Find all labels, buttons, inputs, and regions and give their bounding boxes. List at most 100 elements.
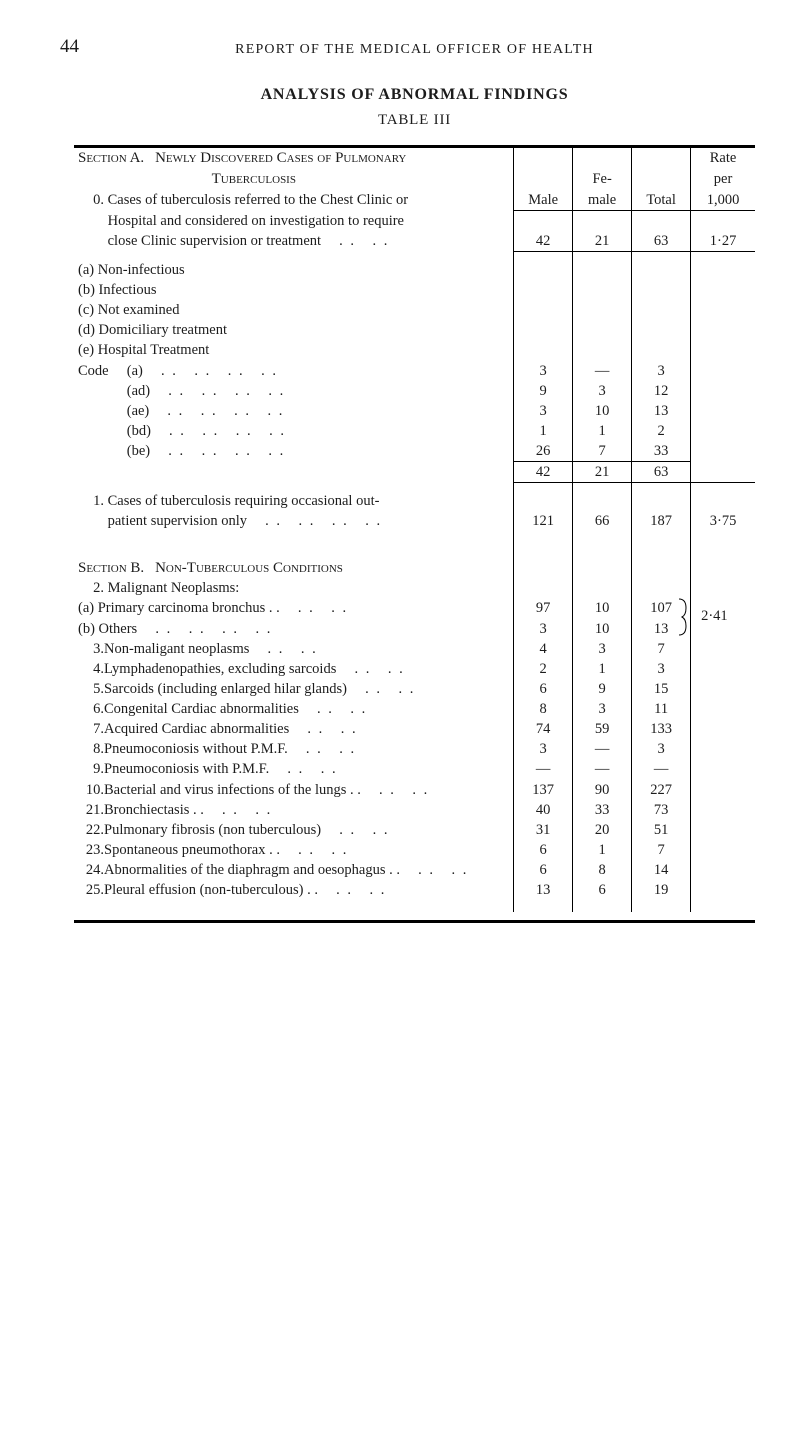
brace-rate: 2·41: [701, 607, 728, 625]
row-female: 20: [573, 820, 632, 840]
table-row: 9.Pneumoconiosis with P.M.F. . . . .———: [74, 759, 755, 779]
row-rate: [691, 639, 755, 659]
leader-dots: . . . .: [298, 842, 348, 858]
row-desc: 4.Lymphadenopathies, excluding sarcoids …: [74, 659, 514, 679]
row-text: Spontaneous pneumothorax . . . . . .: [104, 841, 474, 859]
item2a-label: (a) Primary carcinoma bronchus . .: [78, 600, 280, 616]
row-rate: [691, 759, 755, 779]
row-rate: [691, 840, 755, 860]
row-total: 73: [632, 800, 691, 820]
code-row-a: Code (a) . . . . . . . .: [74, 361, 514, 381]
hdr-female-2: male: [573, 190, 632, 211]
title-block: ANALYSIS OF ABNORMAL FINDINGS TABLE III: [74, 86, 755, 129]
code-ad-male: 9: [514, 381, 573, 401]
row-total: 19: [632, 880, 691, 900]
table-caption: TABLE III: [74, 112, 755, 129]
table-row: 25.Pleural effusion (non-tuberculous) . …: [74, 880, 755, 900]
row-num: 4.: [78, 660, 104, 678]
row-num: 25.: [78, 881, 104, 899]
leader-dots: . . . .: [365, 681, 415, 697]
row-male: 13: [514, 880, 573, 900]
row-num: 9.: [78, 760, 104, 778]
code-bd-total: 2: [632, 421, 691, 441]
code-be-total: 33: [632, 441, 691, 462]
item0-text3: close Clinic supervision or treatment: [108, 233, 321, 249]
hdr-female-1: Fe-: [573, 169, 632, 190]
item2-text: Malignant Neoplasms:: [108, 579, 478, 597]
table-row: 22.Pulmonary fibrosis (non tuberculous) …: [74, 820, 755, 840]
table-row: 4.Lymphadenopathies, excluding sarcoids …: [74, 659, 755, 679]
row-text: Pneumoconiosis without P.M.F. . . . .: [104, 740, 474, 758]
code-bd-male: 1: [514, 421, 573, 441]
leader-dots: . . . . . . . .: [161, 363, 278, 379]
hdr-male: Male: [514, 190, 573, 211]
item0-text2: Hospital and considered on investigation…: [108, 212, 478, 230]
page: 44 REPORT OF THE MEDICAL OFFICER OF HEAL…: [0, 0, 801, 1441]
item2-head: 2. Malignant Neoplasms:: [74, 578, 514, 598]
code-ae-male: 3: [514, 401, 573, 421]
row-text: Abnormalities of the diaphragm and oesop…: [104, 861, 474, 879]
code-ae-female: 10: [573, 401, 632, 421]
item1-line2: patient supervision only . . . . . . . .: [74, 511, 514, 531]
leader-dots: . . . .: [306, 741, 356, 757]
sectionA-head-line2: Tuberculosis: [74, 169, 514, 190]
item1-text1: Cases of tuberculosis requiring occasion…: [108, 492, 478, 510]
sub-c: (c) Not examined: [74, 300, 514, 320]
code-ad-label: (ad): [127, 383, 150, 399]
table-row: 6.Congenital Cardiac abnormalities . . .…: [74, 699, 755, 719]
item0-num: 0.: [78, 191, 104, 209]
row-text: Bacterial and virus infections of the lu…: [104, 781, 474, 799]
code-a-total: 3: [632, 361, 691, 381]
subtotalA-total: 63: [632, 462, 691, 483]
row-desc: 22.Pulmonary fibrosis (non tuberculous) …: [74, 820, 514, 840]
leader-dots: . . . . . . . .: [168, 443, 285, 459]
code-ad-total: 12: [632, 381, 691, 401]
item2a-total: 107: [650, 600, 672, 616]
item1-male: 121: [514, 511, 573, 531]
row-rate: [691, 719, 755, 739]
row-male: 137: [514, 780, 573, 800]
code-row-bd: Code (bd) . . . . . . . .: [74, 421, 514, 441]
item2-num: 2.: [78, 579, 104, 597]
item1-line1: 1. Cases of tuberculosis requiring occas…: [74, 491, 514, 511]
row-male: 6: [514, 679, 573, 699]
leader-dots: . . . .: [298, 600, 348, 616]
row-total: 3: [632, 659, 691, 679]
row-total: 7: [632, 840, 691, 860]
code-ae-label: (ae): [127, 403, 150, 419]
item2a-female: 10: [573, 598, 632, 618]
row-male: 3: [514, 739, 573, 759]
code-be-male: 26: [514, 441, 573, 462]
row-total: 11: [632, 699, 691, 719]
analysis-title: ANALYSIS OF ABNORMAL FINDINGS: [74, 86, 755, 104]
item0-female: 21: [573, 231, 632, 252]
row-text: Sarcoids (including enlarged hilar gland…: [104, 680, 474, 698]
row-rate: [691, 780, 755, 800]
row-text: Pleural effusion (non-tuberculous) . . .…: [104, 881, 474, 899]
sectionB-label: Section B.: [78, 560, 144, 576]
row-male: 40: [514, 800, 573, 820]
row-female: 90: [573, 780, 632, 800]
sub-b: (b) Infectious: [74, 280, 514, 300]
row-desc: 21.Bronchiectasis . . . . . .: [74, 800, 514, 820]
item1-female: 66: [573, 511, 632, 531]
curly-brace-icon: [678, 598, 688, 636]
row-num: 23.: [78, 841, 104, 859]
row-desc: 24.Abnormalities of the diaphragm and oe…: [74, 860, 514, 880]
code-a-male: 3: [514, 361, 573, 381]
row-female: 3: [573, 699, 632, 719]
row-desc: 8.Pneumoconiosis without P.M.F. . . . .: [74, 739, 514, 759]
item0-line2: Hospital and considered on investigation…: [74, 211, 514, 231]
hdr-total: Total: [632, 190, 691, 211]
row-male: 8: [514, 699, 573, 719]
item0-male: 42: [514, 231, 573, 252]
hdr-rate-3: 1,000: [691, 190, 755, 211]
hdr-rate-2: per: [691, 169, 755, 190]
row-female: 1: [573, 840, 632, 860]
code-bd-label: (bd): [127, 423, 151, 439]
code-ad-female: 3: [573, 381, 632, 401]
sectionB-head: Section B. Non-Tuberculous Conditions: [74, 558, 514, 579]
row-desc: 7.Acquired Cardiac abnormalities . . . .: [74, 719, 514, 739]
subtotalA-male: 42: [514, 462, 573, 483]
sub-e: (e) Hospital Treatment: [74, 340, 514, 360]
